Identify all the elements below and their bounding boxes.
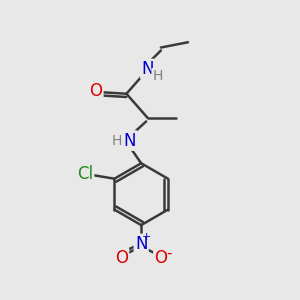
Text: N: N bbox=[135, 235, 147, 253]
Text: +: + bbox=[142, 232, 151, 242]
Text: O: O bbox=[89, 82, 102, 100]
Text: H: H bbox=[112, 134, 122, 148]
Text: N: N bbox=[141, 60, 154, 78]
Text: O: O bbox=[154, 249, 167, 267]
Text: Cl: Cl bbox=[77, 165, 93, 183]
Text: H: H bbox=[152, 69, 163, 83]
Text: O: O bbox=[115, 249, 128, 267]
Text: -: - bbox=[166, 246, 172, 261]
Text: N: N bbox=[124, 132, 136, 150]
